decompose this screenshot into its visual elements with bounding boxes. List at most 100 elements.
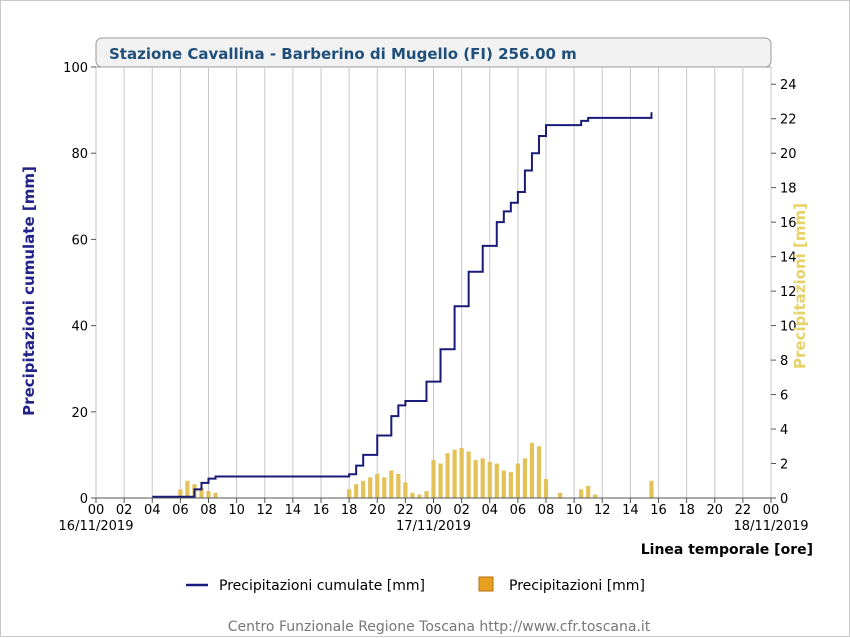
precip-bar xyxy=(593,494,598,498)
left-tick-label: 0 xyxy=(80,492,88,507)
left-y-ticks: 0 20 40 60 80 100 xyxy=(63,61,96,507)
precip-bar xyxy=(375,473,380,498)
date-label: 18/11/2019 xyxy=(734,519,809,534)
x-axis-label: Linea temporale [ore] xyxy=(641,542,813,558)
right-tick-label: 4 xyxy=(780,423,788,438)
precip-bar xyxy=(487,461,492,498)
x-tick-label: 08 xyxy=(538,503,555,518)
left-tick-label: 20 xyxy=(71,406,88,421)
left-tick-label: 100 xyxy=(63,61,88,76)
precip-bar xyxy=(178,489,183,498)
x-tick-label: 08 xyxy=(200,503,217,518)
left-tick-label: 80 xyxy=(71,147,88,162)
precip-bar xyxy=(354,484,359,498)
footer-credit: Centro Funzionale Regione Toscana http:/… xyxy=(228,619,651,635)
x-tick-label: 12 xyxy=(256,503,273,518)
precip-bar xyxy=(445,453,450,498)
precip-bar xyxy=(431,460,436,498)
right-tick-label: 12 xyxy=(780,285,797,300)
precip-bar xyxy=(199,487,204,498)
precip-bar xyxy=(473,460,478,498)
precip-bar xyxy=(438,463,443,498)
x-tick-label: 04 xyxy=(481,503,498,518)
x-tick-label: 20 xyxy=(369,503,386,518)
precip-bar xyxy=(396,473,401,498)
precip-bar xyxy=(213,492,218,498)
precipitation-bars xyxy=(178,442,654,498)
x-tick-label: 00 xyxy=(88,503,105,518)
legend-bar-label: Precipitazioni [mm] xyxy=(509,578,645,594)
precip-bar xyxy=(361,480,366,498)
precip-bar xyxy=(459,448,464,498)
precip-bar xyxy=(522,458,528,498)
precip-bar xyxy=(543,479,549,498)
date-label: 16/11/2019 xyxy=(59,519,134,534)
x-tick-label: 02 xyxy=(116,503,133,518)
x-tick-label: 04 xyxy=(144,503,161,518)
right-tick-label: 14 xyxy=(780,251,797,266)
x-tick-label: 16 xyxy=(650,503,667,518)
x-tick-label: 00 xyxy=(763,503,780,518)
date-label: 17/11/2019 xyxy=(396,519,471,534)
left-tick-label: 40 xyxy=(71,320,88,335)
precip-bar xyxy=(466,451,471,498)
x-tick-label: 18 xyxy=(341,503,358,518)
precip-bar xyxy=(417,494,422,498)
right-tick-label: 6 xyxy=(780,389,788,404)
precip-bar xyxy=(529,442,535,498)
precip-bar xyxy=(501,470,506,498)
right-tick-label: 10 xyxy=(780,320,797,335)
x-tick-label: 06 xyxy=(510,503,527,518)
precip-bar xyxy=(347,489,352,498)
x-tick-label: 22 xyxy=(397,503,414,518)
x-tick-label: 14 xyxy=(622,503,639,518)
precip-bar xyxy=(206,491,211,498)
x-tick-label: 20 xyxy=(706,503,723,518)
precip-bar xyxy=(185,480,190,498)
grid xyxy=(95,67,772,498)
x-tick-label: 16 xyxy=(313,503,330,518)
precip-bar xyxy=(410,492,415,498)
precip-bar xyxy=(480,458,485,498)
legend-bar-swatch xyxy=(478,576,494,592)
cumulative-line xyxy=(152,112,653,498)
x-tick-label: 00 xyxy=(425,503,442,518)
x-tick-label: 02 xyxy=(453,503,470,518)
precip-bar xyxy=(368,477,373,498)
chart-title: Stazione Cavallina - Barberino di Mugell… xyxy=(109,45,577,63)
right-axis-label: Precipitazioni [mm] xyxy=(791,203,809,369)
x-tick-label: 10 xyxy=(566,503,583,518)
precip-bar xyxy=(579,489,584,498)
precip-bar xyxy=(452,449,457,498)
x-tick-label: 14 xyxy=(285,503,302,518)
right-tick-label: 8 xyxy=(780,354,788,369)
precip-bar xyxy=(557,492,563,498)
right-tick-label: 2 xyxy=(780,458,788,473)
right-tick-label: 24 xyxy=(780,78,797,93)
right-tick-label: 0 xyxy=(780,492,788,507)
precip-bar xyxy=(382,477,387,498)
precip-bar xyxy=(403,482,408,498)
precip-bar xyxy=(649,480,654,498)
legend-line-label: Precipitazioni cumulate [mm] xyxy=(219,578,425,594)
precip-bar xyxy=(389,470,394,498)
precip-bar xyxy=(508,472,513,498)
precip-bar xyxy=(424,491,429,498)
x-ticks: 00 02 04 06 08 10 12 14 16 18 20 22 00 02 04 06 08 10 12 14… xyxy=(88,498,780,518)
right-tick-label: 16 xyxy=(780,216,797,231)
right-tick-label: 18 xyxy=(780,182,797,197)
x-tick-label: 10 xyxy=(228,503,245,518)
right-tick-label: 22 xyxy=(780,113,797,128)
precip-bar xyxy=(515,463,520,498)
x-tick-label: 22 xyxy=(735,503,752,518)
date-labels: 16/11/2019 17/11/2019 18/11/2019 xyxy=(59,519,809,534)
x-tick-label: 12 xyxy=(594,503,611,518)
right-tick-label: 20 xyxy=(780,147,797,162)
legend: Precipitazioni cumulate [mm] Precipitazi… xyxy=(186,576,645,594)
left-tick-label: 60 xyxy=(71,233,88,248)
precip-bar xyxy=(494,463,499,498)
left-axis-label: Precipitazioni cumulate [mm] xyxy=(20,166,38,416)
